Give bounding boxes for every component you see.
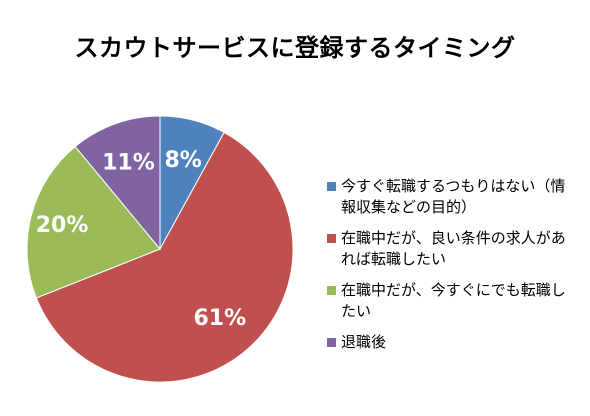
slice-value-label: 11% xyxy=(102,150,155,175)
legend: 今すぐ転職するつもりはない（情報収集などの目的） 在職中だが、良い条件の求人があ… xyxy=(327,176,587,363)
pie-slice xyxy=(35,131,294,383)
chart-title: スカウトサービスに登録するタイミング xyxy=(74,34,516,62)
legend-item: 退職後 xyxy=(327,332,587,353)
legend-swatch xyxy=(327,338,336,347)
legend-label: 在職中だが、今すぐにでも転職したい xyxy=(341,281,566,320)
legend-label: 今すぐ転職するつもりはない（情報収集などの目的） xyxy=(341,177,566,216)
legend-swatch xyxy=(327,286,336,295)
legend-label: 在職中だが、良い条件の求人があれば転職したい xyxy=(341,229,566,268)
slice-value-label: 8% xyxy=(164,148,201,173)
pie-slice xyxy=(26,145,161,299)
slice-value-label: 61% xyxy=(193,306,246,331)
pie-slice xyxy=(74,115,161,251)
legend-swatch xyxy=(327,182,336,191)
legend-swatch xyxy=(327,234,336,243)
legend-item: 今すぐ転職するつもりはない（情報収集などの目的） xyxy=(327,176,587,218)
legend-item: 在職中だが、今すぐにでも転職したい xyxy=(327,280,587,322)
legend-item: 在職中だが、良い条件の求人があれば転職したい xyxy=(327,228,587,270)
slice-value-label: 20% xyxy=(36,213,89,238)
legend-label: 退職後 xyxy=(341,333,387,351)
